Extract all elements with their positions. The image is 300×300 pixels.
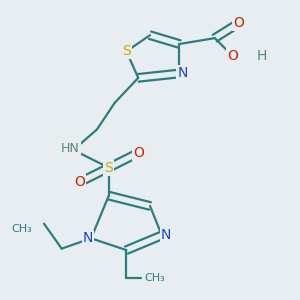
Text: O: O — [74, 176, 85, 189]
Text: O: O — [233, 16, 244, 30]
Text: O: O — [227, 49, 238, 63]
Text: H: H — [257, 49, 267, 63]
Text: CH₃: CH₃ — [11, 224, 32, 235]
Text: S: S — [104, 161, 113, 175]
Text: S: S — [122, 44, 131, 58]
Text: CH₃: CH₃ — [144, 273, 165, 283]
Text: N: N — [83, 231, 93, 245]
Text: N: N — [161, 228, 171, 242]
Text: O: O — [133, 146, 144, 160]
Text: N: N — [177, 66, 188, 80]
Text: HN: HN — [61, 142, 80, 155]
